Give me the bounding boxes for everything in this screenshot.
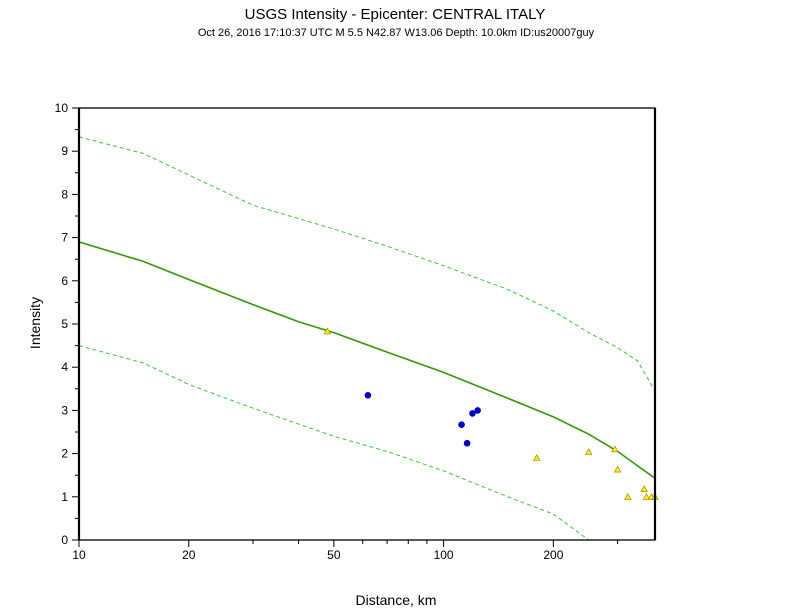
station-point [611, 445, 619, 453]
y-tick-label: 5 [61, 317, 68, 331]
station-point [323, 327, 332, 335]
station-point [642, 492, 651, 500]
lower-bound-line [79, 345, 589, 540]
chart-title: USGS Intensity - Epicenter: CENTRAL ITAL… [245, 6, 546, 23]
station-point [584, 448, 593, 455]
y-tick-label: 7 [61, 231, 68, 245]
x-tick-label: 100 [434, 548, 454, 562]
y-tick-label: 0 [61, 533, 68, 547]
y-tick-label: 10 [55, 101, 69, 115]
plot-frame [78, 107, 656, 541]
chart-subtitle: Oct 26, 2016 17:10:37 UTC M 5.5 N42.87 W… [198, 27, 595, 39]
y-tick-label: 6 [61, 274, 68, 288]
y-tick-label: 4 [61, 360, 68, 374]
x-tick-label: 50 [327, 548, 341, 562]
y-tick-label: 3 [61, 403, 68, 417]
station-point [613, 465, 622, 473]
y-tick-label: 2 [61, 447, 68, 461]
dyfi-point [469, 410, 476, 417]
dyfi-point [463, 439, 471, 447]
x-tick-label: 10 [72, 548, 86, 562]
y-tick-label: 9 [61, 144, 68, 158]
prediction-line [79, 241, 655, 479]
y-axis-label: Intensity [27, 297, 43, 349]
y-tick-label: 8 [61, 187, 68, 201]
dyfi-point [458, 421, 465, 428]
upper-bound-line [79, 136, 655, 392]
dyfi-point [474, 407, 481, 414]
y-tick-label: 1 [61, 490, 68, 504]
station-point [532, 454, 541, 461]
axis-ticks: 0 1 2 3 4 5 6 7 8 9 10 10 20 50 100 200 [55, 101, 619, 562]
station-point [624, 492, 632, 500]
station-point [640, 485, 648, 492]
x-tick-label: 20 [182, 548, 196, 562]
plot-area [77, 107, 659, 541]
x-axis-label: Distance, km [356, 592, 437, 608]
x-tick-label: 200 [543, 548, 563, 562]
dyfi-point [364, 391, 372, 399]
